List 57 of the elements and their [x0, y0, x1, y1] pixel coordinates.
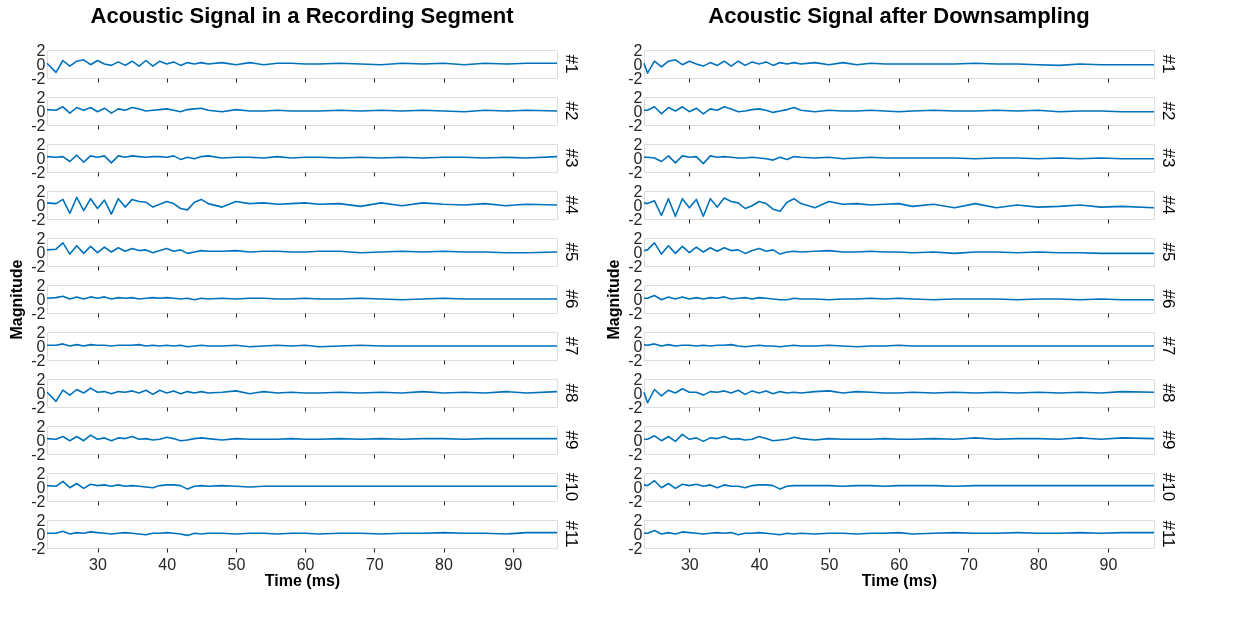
y2-axis-title: #9	[1159, 430, 1178, 450]
x-tick-label: 80	[435, 555, 454, 573]
chart-title: Acoustic Signal in a Recording Segment	[90, 3, 515, 28]
y2-axis-title: #7	[562, 336, 581, 356]
y2-axis-title: #6	[1159, 289, 1178, 309]
x-tick-label: 60	[296, 555, 315, 573]
y-axis-title: Magnitude	[8, 259, 26, 340]
y2-axis-title: #9	[562, 430, 581, 450]
y2-axis-title: #8	[562, 383, 581, 403]
y2-axis-title: #2	[562, 101, 581, 121]
line-series	[643, 388, 1155, 404]
y-axis-title: Magnitude	[605, 259, 623, 340]
x-tick-label: 40	[158, 555, 177, 573]
y2-axis-title: #7	[1159, 336, 1178, 356]
x-axis-title: Time (ms)	[264, 571, 341, 589]
y2-axis-title: #1	[1159, 54, 1178, 74]
line-series	[643, 433, 1155, 443]
line-series	[46, 154, 558, 164]
x-tick-label: 80	[1029, 555, 1048, 573]
line-series	[46, 480, 558, 490]
line-series	[643, 479, 1155, 490]
x-tick-label: 70	[365, 555, 384, 573]
line-series	[46, 387, 558, 403]
y2-axis-title: #11	[562, 520, 581, 548]
x-tick-label: 70	[960, 555, 978, 573]
x-tick-label: 60	[890, 555, 909, 573]
y2-axis-title: #5	[1159, 242, 1178, 262]
line-series	[643, 106, 1155, 115]
y2-axis-title: #3	[1159, 148, 1178, 168]
line-series	[643, 242, 1155, 255]
x-tick-label: 30	[680, 555, 699, 573]
y2-axis-title: #1	[562, 54, 581, 74]
y2-axis-title: #11	[1159, 520, 1178, 548]
x-axis-title: Time (ms)	[861, 571, 938, 589]
x-tick-label: 50	[227, 555, 246, 573]
y2-axis-title: #4	[562, 195, 581, 215]
line-series	[643, 155, 1155, 165]
line-series	[643, 59, 1155, 74]
y2-axis-title: #5	[562, 242, 581, 262]
y2-axis-title: #4	[1159, 195, 1178, 215]
x-tick-label: 90	[504, 555, 523, 573]
x-tick-label: 30	[89, 555, 108, 573]
line-series	[46, 59, 558, 74]
line-series	[643, 197, 1155, 217]
chart-title: Acoustic Signal after Downsampling	[708, 3, 1090, 28]
line-series	[46, 106, 558, 114]
x-tick-label: 90	[1099, 555, 1118, 573]
y2-axis-title: #2	[1159, 101, 1178, 121]
y2-axis-title: #8	[1159, 383, 1178, 403]
y2-axis-title: #3	[562, 148, 581, 168]
y2-axis-title: #6	[562, 289, 581, 309]
y2-axis-title: #10	[562, 472, 581, 502]
x-tick-label: 40	[750, 555, 769, 573]
x-tick-label: 50	[820, 555, 839, 573]
line-series	[46, 196, 558, 215]
line-series	[46, 242, 558, 255]
y2-axis-title: #10	[1159, 472, 1178, 502]
